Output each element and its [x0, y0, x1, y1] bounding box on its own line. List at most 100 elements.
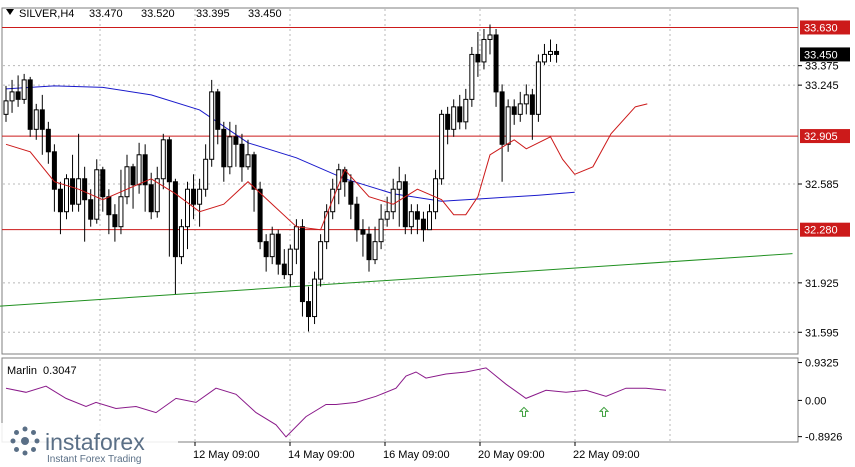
candle-body-24 [148, 184, 154, 213]
level-label-0: 33.630 [804, 22, 838, 34]
candle-body-91 [554, 50, 560, 55]
candle-body-40 [245, 154, 251, 168]
osc-tick-label-0: 0.9325 [805, 358, 839, 370]
candle-body-69 [420, 218, 426, 231]
candle-body-50 [306, 301, 311, 318]
candle-body-1 [9, 91, 15, 102]
candle-body-2 [15, 91, 21, 100]
candle-body-45 [275, 233, 281, 265]
high-price: 33.520 [141, 8, 175, 20]
candle-body-8 [51, 151, 57, 190]
candle-body-9 [57, 188, 63, 213]
candle-body-66 [402, 181, 408, 228]
candle-body-65 [396, 181, 402, 190]
candle-body-87 [529, 94, 535, 115]
y-tick-label-1: 33.245 [805, 80, 839, 92]
candle-body-88 [535, 61, 541, 115]
dropdown-triangle-icon[interactable] [6, 9, 14, 15]
candle-body-37 [227, 136, 233, 168]
candle-body-22 [136, 154, 142, 186]
time-axis: 12 May 09:00 14 May 09:00 16 May 09:00 20 M… [193, 442, 640, 461]
candle-body-79 [481, 38, 487, 63]
candle-body-61 [372, 241, 378, 261]
candle-body-84 [511, 106, 517, 115]
candle-body-25 [154, 178, 160, 213]
candle-body-32 [197, 188, 203, 205]
fast-ma-line [5, 103, 648, 231]
candle-body-0 [3, 100, 9, 115]
level-tag-0 [800, 20, 850, 35]
trend-line-segment [0, 253, 793, 307]
candle-body-52 [318, 241, 324, 280]
oscillator-line [5, 367, 667, 438]
grid [3, 9, 797, 441]
candle-body-23 [142, 154, 148, 186]
fast-moving-average [5, 103, 648, 231]
y-tick-label-0: 33.375 [805, 61, 839, 73]
y-tick-label-4: 31.595 [805, 327, 839, 339]
candle-body-4 [27, 79, 33, 130]
candle-body-62 [378, 218, 384, 243]
instaforex-logo-icon [10, 426, 40, 456]
indicator-name: Marlin [7, 365, 37, 377]
x-tick-label-1: 14 May 09:00 [288, 449, 355, 461]
candle-body-19 [118, 196, 124, 228]
instaforex-logo: instaforex Instant Forex Trading [0, 423, 178, 467]
candle-body-60 [366, 233, 372, 261]
candle-body-43 [263, 241, 269, 258]
candle-body-14 [88, 199, 94, 220]
slow-moving-average [5, 85, 575, 202]
candle-body-63 [384, 211, 390, 220]
candle-body-47 [287, 248, 293, 276]
candle-body-89 [541, 53, 547, 63]
candle-body-53 [324, 211, 330, 243]
candle-body-36 [221, 128, 227, 168]
candle-body-41 [251, 154, 257, 190]
candle-body-68 [414, 211, 420, 220]
level-label-1: 32.905 [804, 131, 838, 143]
main-plot-frame [1, 7, 799, 355]
candle-body-33 [203, 158, 209, 190]
candle-body-17 [106, 196, 112, 216]
candle-body-6 [39, 109, 45, 130]
osc-tick-label-2: -0.8926 [805, 432, 842, 444]
candle-body-27 [166, 139, 172, 183]
osc-tick-label-1: 0.00 [805, 395, 826, 407]
symbol-label: SILVER,H4 [19, 8, 74, 20]
x-tick-label-3: 20 May 09:00 [478, 449, 545, 461]
candle-body-31 [191, 188, 197, 205]
candle-body-16 [100, 169, 106, 198]
y-tick-label-3: 31.925 [805, 278, 839, 290]
indicator-value: 0.3047 [43, 365, 77, 377]
low-price: 33.395 [196, 8, 230, 20]
current-price-tag [800, 47, 850, 62]
candle-body-26 [160, 139, 166, 180]
y-tick-label-2: 32.585 [805, 179, 839, 191]
candle-body-10 [64, 178, 69, 213]
candle-body-7 [45, 128, 51, 153]
candlesticks [3, 24, 560, 332]
candle-body-71 [433, 178, 439, 213]
trend-line [0, 253, 793, 307]
candle-body-18 [112, 214, 118, 228]
candle-body-21 [130, 166, 136, 186]
logo-brand-text: instaforex [45, 429, 145, 455]
candle-body-3 [21, 79, 27, 100]
slow-ma-line [5, 85, 575, 202]
candle-body-74 [451, 106, 457, 130]
candle-body-67 [408, 211, 414, 228]
candle-body-70 [427, 211, 432, 231]
candle-body-78 [475, 53, 481, 63]
up-arrow-icon-1 [598, 406, 610, 417]
candle-body-39 [239, 143, 245, 168]
level-lines [2, 26, 798, 231]
candle-body-5 [33, 109, 39, 130]
candle-body-77 [469, 53, 475, 100]
oscillator-axis: 0.9325 0.00 -0.8926 [798, 358, 842, 444]
candle-body-30 [185, 188, 190, 228]
candle-body-59 [360, 229, 366, 235]
candle-body-28 [172, 181, 178, 258]
x-tick-label-0: 12 May 09:00 [193, 449, 260, 461]
candle-body-55 [336, 169, 342, 190]
